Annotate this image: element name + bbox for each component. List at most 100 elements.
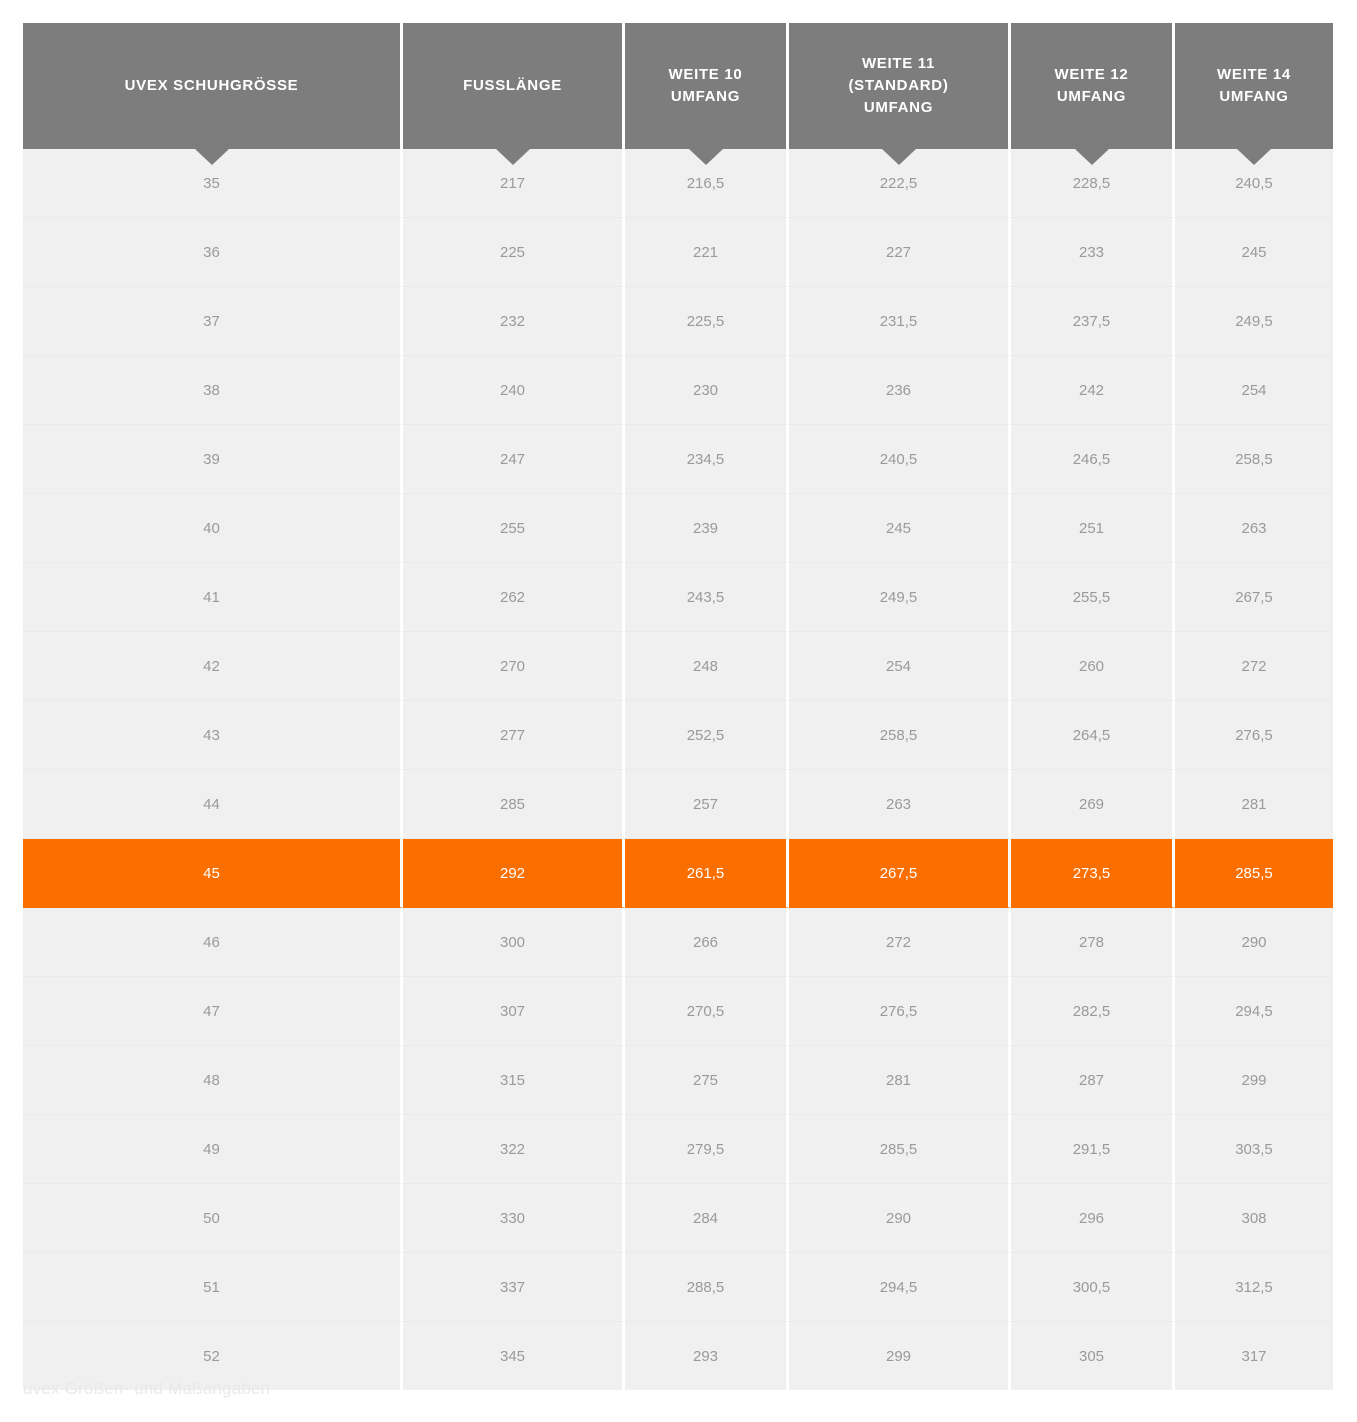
column-header-label: FUSSLÄNGE xyxy=(463,77,562,95)
cell-w11: 258,5 xyxy=(789,701,1011,770)
cell-w14: 249,5 xyxy=(1175,287,1333,356)
cell-w14: 254 xyxy=(1175,356,1333,425)
cell-len: 322 xyxy=(403,1115,625,1184)
cell-w14: 312,5 xyxy=(1175,1253,1333,1322)
column-header-label: UVEX SCHUHGRÖSSE xyxy=(124,77,299,95)
cell-len: 277 xyxy=(403,701,625,770)
cell-w12: 255,5 xyxy=(1011,563,1175,632)
cell-len: 247 xyxy=(403,425,625,494)
cell-w10: 243,5 xyxy=(625,563,789,632)
chevron-down-icon xyxy=(1074,149,1109,165)
cell-w10: 257 xyxy=(625,770,789,839)
cell-w12: 233 xyxy=(1011,218,1175,287)
cell-w12: 300,5 xyxy=(1011,1253,1175,1322)
table-row: 48 315 275 281 287 299 xyxy=(23,1046,1333,1115)
column-header-w10: WEITE 10 UMFANG xyxy=(625,23,789,165)
cell-w11: 227 xyxy=(789,218,1011,287)
cell-size: 41 xyxy=(23,563,403,632)
cell-size: 43 xyxy=(23,701,403,770)
table-row: 42 270 248 254 260 272 xyxy=(23,632,1333,701)
cell-w12: 237,5 xyxy=(1011,287,1175,356)
cell-size: 46 xyxy=(23,908,403,977)
chevron-down-icon xyxy=(881,149,916,165)
cell-w11: 276,5 xyxy=(789,977,1011,1046)
cell-size: 36 xyxy=(23,218,403,287)
cell-w14: 290 xyxy=(1175,908,1333,977)
cell-len: 315 xyxy=(403,1046,625,1115)
cell-size: 49 xyxy=(23,1115,403,1184)
cell-w10: 234,5 xyxy=(625,425,789,494)
cell-size: 48 xyxy=(23,1046,403,1115)
cell-size: 51 xyxy=(23,1253,403,1322)
cell-size: 37 xyxy=(23,287,403,356)
table-row: 45 292 261,5 267,5 273,5 285,5 xyxy=(23,839,1333,908)
cell-w11: 290 xyxy=(789,1184,1011,1253)
cell-w12: 251 xyxy=(1011,494,1175,563)
chevron-down-icon xyxy=(194,149,229,165)
table-row: 49 322 279,5 285,5 291,5 303,5 xyxy=(23,1115,1333,1184)
cell-w10: 270,5 xyxy=(625,977,789,1046)
column-header-label: WEITE 11 (STANDARD) UMFANG xyxy=(848,55,949,116)
cell-size: 47 xyxy=(23,977,403,1046)
cell-w12: 296 xyxy=(1011,1184,1175,1253)
cell-w11: 240,5 xyxy=(789,425,1011,494)
table-row: 38 240 230 236 242 254 xyxy=(23,356,1333,425)
table-header-row: UVEX SCHUHGRÖSSE FUSSLÄNGE WEITE 10 UMFANG… xyxy=(23,23,1333,165)
cell-w12: 269 xyxy=(1011,770,1175,839)
cell-size: 50 xyxy=(23,1184,403,1253)
cell-w14: 294,5 xyxy=(1175,977,1333,1046)
cell-len: 225 xyxy=(403,218,625,287)
cell-len: 270 xyxy=(403,632,625,701)
cell-w11: 299 xyxy=(789,1322,1011,1390)
cell-len: 307 xyxy=(403,977,625,1046)
cell-size: 38 xyxy=(23,356,403,425)
cell-w14: 281 xyxy=(1175,770,1333,839)
cell-w14: 276,5 xyxy=(1175,701,1333,770)
cell-size: 40 xyxy=(23,494,403,563)
cell-w10: 288,5 xyxy=(625,1253,789,1322)
table-row: 46 300 266 272 278 290 xyxy=(23,908,1333,977)
cell-w10: 284 xyxy=(625,1184,789,1253)
table-row: 52 345 293 299 305 317 xyxy=(23,1322,1333,1390)
cell-len: 262 xyxy=(403,563,625,632)
cell-w11: 249,5 xyxy=(789,563,1011,632)
cell-len: 285 xyxy=(403,770,625,839)
cell-size: 52 xyxy=(23,1322,403,1390)
cell-w11: 281 xyxy=(789,1046,1011,1115)
cell-w14: 245 xyxy=(1175,218,1333,287)
table-row: 47 307 270,5 276,5 282,5 294,5 xyxy=(23,977,1333,1046)
cell-w12: 291,5 xyxy=(1011,1115,1175,1184)
table-row: 41 262 243,5 249,5 255,5 267,5 xyxy=(23,563,1333,632)
cell-w12: 287 xyxy=(1011,1046,1175,1115)
cell-w12: 260 xyxy=(1011,632,1175,701)
uvex-size-table: UVEX SCHUHGRÖSSE FUSSLÄNGE WEITE 10 UMFANG… xyxy=(23,23,1333,1390)
cell-w10: 239 xyxy=(625,494,789,563)
cell-w12: 264,5 xyxy=(1011,701,1175,770)
cell-size: 39 xyxy=(23,425,403,494)
cell-len: 337 xyxy=(403,1253,625,1322)
cell-w14: 240,5 xyxy=(1175,149,1333,218)
cell-w14: 303,5 xyxy=(1175,1115,1333,1184)
cell-w11: 254 xyxy=(789,632,1011,701)
cell-w10: 248 xyxy=(625,632,789,701)
table-row: 39 247 234,5 240,5 246,5 258,5 xyxy=(23,425,1333,494)
cell-w12: 278 xyxy=(1011,908,1175,977)
column-header-label: WEITE 10 UMFANG xyxy=(668,66,743,105)
cell-w11: 236 xyxy=(789,356,1011,425)
cell-w12: 273,5 xyxy=(1011,839,1175,908)
table-row: 35 217 216,5 222,5 228,5 240,5 xyxy=(23,149,1333,218)
cell-w10: 266 xyxy=(625,908,789,977)
column-header-size: UVEX SCHUHGRÖSSE xyxy=(23,23,403,165)
cell-w12: 282,5 xyxy=(1011,977,1175,1046)
cell-w10: 252,5 xyxy=(625,701,789,770)
cell-len: 330 xyxy=(403,1184,625,1253)
cell-w11: 231,5 xyxy=(789,287,1011,356)
cell-w14: 272 xyxy=(1175,632,1333,701)
cell-len: 345 xyxy=(403,1322,625,1390)
cell-w14: 267,5 xyxy=(1175,563,1333,632)
table-header: UVEX SCHUHGRÖSSE FUSSLÄNGE WEITE 10 UMFANG… xyxy=(23,23,1333,165)
cell-size: 45 xyxy=(23,839,403,908)
cell-w11: 267,5 xyxy=(789,839,1011,908)
table-row: 40 255 239 245 251 263 xyxy=(23,494,1333,563)
table-row: 50 330 284 290 296 308 xyxy=(23,1184,1333,1253)
